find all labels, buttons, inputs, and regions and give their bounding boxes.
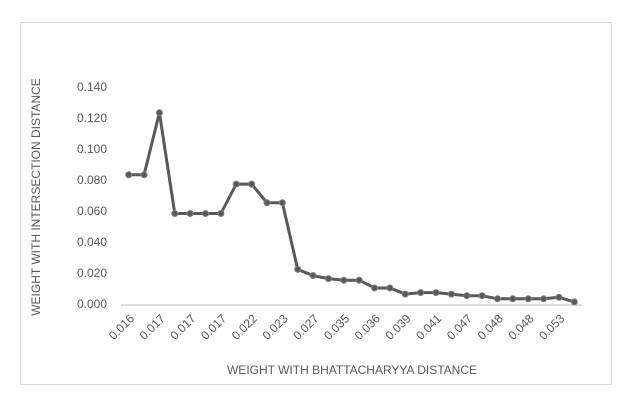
point — [232, 180, 240, 188]
y-tick-label: 0.080 — [77, 173, 107, 187]
point — [447, 290, 455, 298]
point — [478, 292, 486, 300]
point — [278, 199, 286, 207]
point — [217, 210, 225, 218]
point — [171, 210, 179, 218]
point — [340, 276, 348, 284]
y-tick-label: 0.100 — [77, 142, 107, 156]
y-tick-label: 0.060 — [77, 204, 107, 218]
point — [263, 199, 271, 207]
point — [371, 284, 379, 292]
y-tick-label: 0.020 — [77, 266, 107, 280]
point — [432, 289, 440, 297]
point — [309, 272, 317, 280]
point — [463, 292, 471, 300]
y-axis-title: WEIGHT WITH INTERSECTION DISTANCE — [29, 78, 43, 316]
point — [294, 265, 302, 273]
point — [355, 276, 363, 284]
point — [386, 284, 394, 292]
point — [248, 180, 256, 188]
point — [202, 210, 210, 218]
chart-border — [20, 22, 612, 385]
point — [401, 290, 409, 298]
point — [555, 293, 563, 301]
point — [324, 275, 332, 283]
point — [524, 295, 532, 303]
y-tick-label: 0.000 — [77, 297, 107, 311]
point — [493, 295, 501, 303]
y-tick-label: 0.120 — [77, 111, 107, 125]
point — [155, 109, 163, 117]
y-tick-label: 0.040 — [77, 235, 107, 249]
point — [186, 210, 194, 218]
point — [125, 171, 133, 179]
x-axis-title: WEIGHT WITH BHATTACHARYYA DISTANCE — [227, 363, 477, 377]
point — [140, 171, 148, 179]
point — [509, 295, 517, 303]
point — [570, 298, 578, 306]
point — [417, 289, 425, 297]
point — [540, 295, 548, 303]
y-tick-label: 0.140 — [77, 80, 107, 94]
